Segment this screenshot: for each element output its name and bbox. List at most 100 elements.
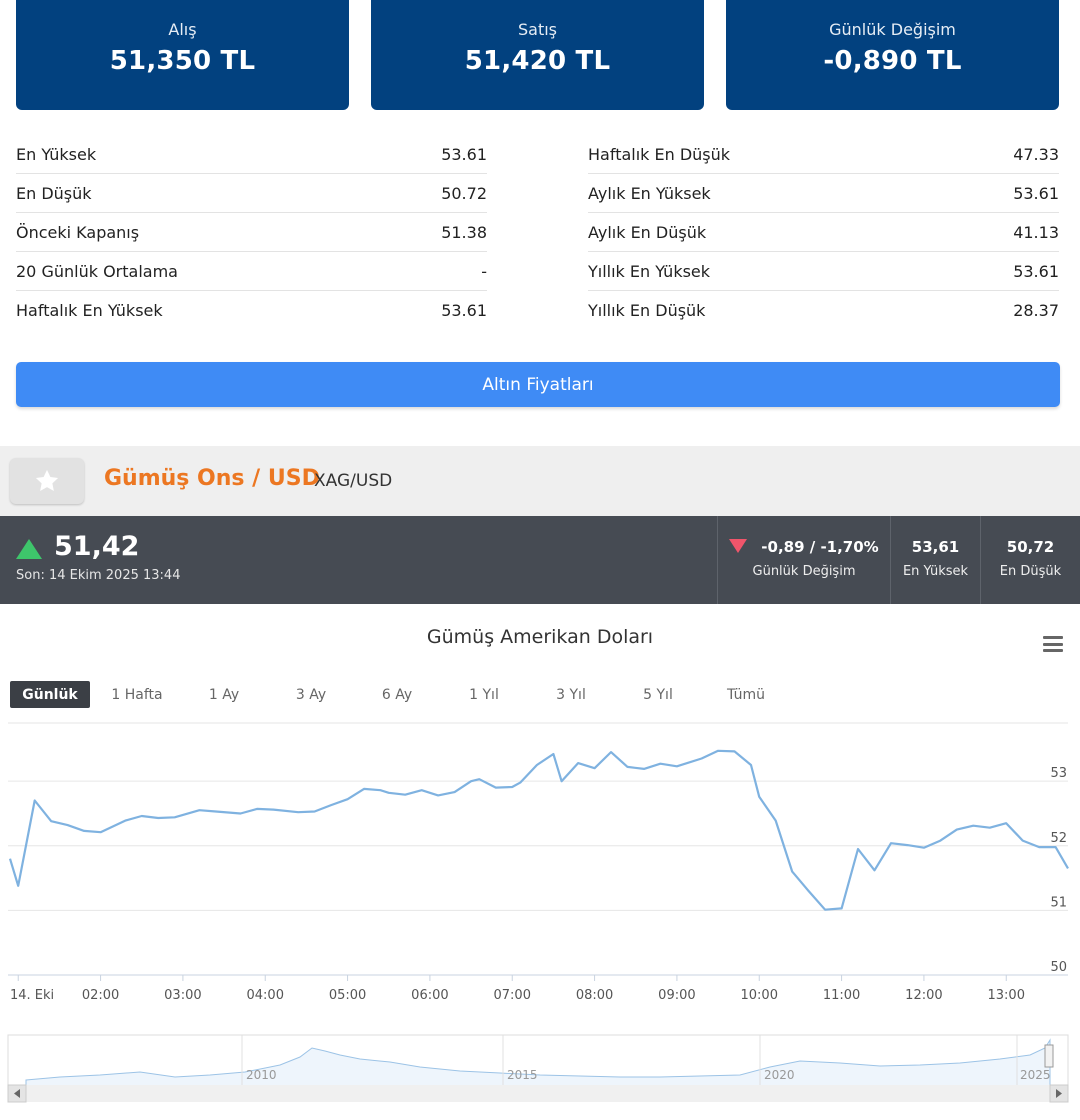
stat-label: Yıllık En Yüksek bbox=[588, 261, 711, 281]
high-label: En Yüksek bbox=[902, 564, 969, 579]
high-cell: 53,61 En Yüksek bbox=[890, 516, 980, 604]
navigator-handle[interactable] bbox=[1044, 1044, 1054, 1068]
stat-label: Haftalık En Yüksek bbox=[16, 301, 163, 320]
chart-title: Gümüş Amerikan Doları bbox=[426, 626, 654, 648]
low-label: En Düşük bbox=[999, 564, 1062, 579]
last-update: Son: 14 Ekim 2025 13:44 bbox=[16, 568, 181, 583]
daily-change-value: -0,890 TL bbox=[823, 46, 962, 76]
y-axis: 50 51 52 53 bbox=[1050, 766, 1067, 975]
range-button-3m[interactable]: 3 Ay bbox=[295, 686, 327, 703]
daily-change-cell: -0,89 / -1,70% Günlük Değişim bbox=[717, 516, 890, 604]
up-arrow-icon bbox=[16, 539, 42, 559]
x-tick-label: 05:00 bbox=[329, 988, 366, 1003]
stat-label: En Düşük bbox=[16, 183, 92, 203]
range-button-1y[interactable]: 1 Yıl bbox=[469, 686, 499, 703]
stat-value: 53.61 bbox=[1013, 261, 1059, 281]
stat-row: 20 Günlük Ortalama - bbox=[16, 252, 487, 291]
stat-label: Aylık En Yüksek bbox=[588, 183, 711, 203]
gold-prices-button[interactable]: Altın Fiyatları bbox=[16, 362, 1060, 407]
price-cards: Alış 51,350 TL Satış 51,420 TL Günlük De… bbox=[16, 0, 1060, 110]
buy-label: Alış bbox=[168, 20, 197, 39]
stat-value: 53.61 bbox=[441, 301, 487, 320]
range-button-1w[interactable]: 1 Hafta bbox=[111, 686, 163, 703]
stats-left-column: En Yüksek 53.61 En Düşük 50.72 Önceki Kapa… bbox=[16, 135, 487, 330]
x-tick-label: 06:00 bbox=[411, 988, 448, 1003]
stat-row: Yıllık En Yüksek 53.61 bbox=[588, 252, 1059, 291]
x-tick-label: 07:00 bbox=[494, 988, 531, 1003]
chevron-right-icon bbox=[1056, 1089, 1062, 1098]
star-icon bbox=[35, 469, 59, 492]
stat-value: 50.72 bbox=[441, 183, 487, 203]
x-tick-label: 03:00 bbox=[164, 988, 201, 1003]
y-tick-label: 51 bbox=[1050, 895, 1067, 910]
range-button-6m[interactable]: 6 Ay bbox=[381, 686, 413, 703]
stat-row: Haftalık En Yüksek 53.61 bbox=[16, 291, 487, 330]
stat-value: 53.61 bbox=[1013, 183, 1059, 203]
navigator-label: 2010 bbox=[246, 1068, 277, 1082]
x-tick-label: 10:00 bbox=[741, 988, 778, 1003]
stat-value: - bbox=[481, 261, 487, 281]
range-button-daily[interactable]: Günlük bbox=[10, 681, 90, 708]
sell-value: 51,420 TL bbox=[464, 46, 611, 76]
stat-row: En Yüksek 53.61 bbox=[16, 135, 487, 174]
chevron-left-icon bbox=[14, 1089, 20, 1098]
stat-row: Aylık En Yüksek 53.61 bbox=[588, 174, 1059, 213]
stat-label: 20 Günlük Ortalama bbox=[16, 261, 178, 281]
stat-row: Aylık En Düşük 41.13 bbox=[588, 213, 1059, 252]
x-tick-label: 02:00 bbox=[82, 988, 119, 1003]
instrument-header: Gümüş Ons / USD XAG/USD bbox=[0, 446, 1080, 516]
navigator-label: 2020 bbox=[764, 1068, 795, 1082]
x-tick-label: 14. Eki bbox=[10, 988, 54, 1003]
stat-row: Yıllık En Düşük 28.37 bbox=[588, 291, 1059, 330]
stat-value: 51.38 bbox=[441, 222, 487, 242]
current-price: 51,42 bbox=[54, 531, 140, 562]
sell-card: Satış 51,420 TL bbox=[371, 0, 704, 110]
y-tick-label: 50 bbox=[1050, 960, 1067, 975]
instrument-title: Gümüş Ons / USD bbox=[104, 466, 320, 491]
x-axis: 14. Eki 02:00 03:00 04:00 05:00 06:00 07:00 08:… bbox=[10, 975, 1025, 1003]
stat-label: Aylık En Düşük bbox=[588, 222, 707, 242]
instrument-symbol: XAG/USD bbox=[314, 471, 393, 491]
daily-change-label: Günlük Değişim bbox=[829, 20, 956, 39]
daily-change: -0,89 / -1,70% bbox=[718, 538, 890, 556]
x-tick-label: 12:00 bbox=[905, 988, 942, 1003]
x-tick-label: 04:00 bbox=[247, 988, 284, 1003]
stat-value: 47.33 bbox=[1013, 144, 1059, 164]
y-tick-label: 53 bbox=[1050, 766, 1067, 781]
stat-value: 28.37 bbox=[1013, 301, 1059, 320]
range-button-3y[interactable]: 3 Yıl bbox=[556, 686, 586, 703]
x-tick-label: 11:00 bbox=[823, 988, 860, 1003]
navigator-scrollbar[interactable] bbox=[8, 1085, 1068, 1102]
low-cell: 50,72 En Düşük bbox=[980, 516, 1080, 604]
daily-change-value: -0,89 / -1,70% bbox=[761, 538, 879, 556]
navigator-label: 2015 bbox=[507, 1068, 538, 1082]
price-chart: 50 51 52 53 14. Eki 02:00 03:00 04:00 05:00 06:0… bbox=[7, 722, 1069, 1103]
range-button-all[interactable]: Tümü bbox=[726, 686, 765, 703]
price-series-line bbox=[8, 749, 1069, 911]
buy-value: 51,350 TL bbox=[109, 46, 256, 76]
range-button-5y[interactable]: 5 Yıl bbox=[643, 686, 673, 703]
stat-row: En Düşük 50.72 bbox=[16, 174, 487, 213]
stat-label: En Yüksek bbox=[16, 144, 97, 164]
navigator-series bbox=[25, 1038, 1051, 1091]
stat-row: Haftalık En Düşük 47.33 bbox=[588, 135, 1059, 174]
daily-change-label: Günlük Değişim bbox=[752, 564, 856, 579]
stat-label: Yıllık En Düşük bbox=[588, 301, 706, 320]
buy-card: Alış 51,350 TL bbox=[16, 0, 349, 110]
stat-row: Önceki Kapanış 51.38 bbox=[16, 213, 487, 252]
chart-grid bbox=[8, 722, 1068, 976]
sell-label: Satış bbox=[517, 20, 557, 39]
range-button-1m[interactable]: 1 Ay bbox=[208, 686, 240, 703]
navigator-label: 2025 bbox=[1020, 1068, 1051, 1082]
x-tick-label: 13:00 bbox=[988, 988, 1025, 1003]
stat-value: 41.13 bbox=[1013, 222, 1059, 242]
quote-bar: 51,42 Son: 14 Ekim 2025 13:44 -0,89 / -1… bbox=[0, 516, 1080, 604]
chart-navigator[interactable]: 2010 2015 2020 2025 bbox=[7, 1034, 1069, 1103]
y-tick-label: 52 bbox=[1050, 831, 1067, 846]
chart-menu-icon[interactable] bbox=[1043, 636, 1063, 652]
x-tick-label: 08:00 bbox=[576, 988, 613, 1003]
favorite-button[interactable] bbox=[10, 458, 84, 504]
high-value: 53,61 bbox=[911, 538, 960, 556]
x-tick-label: 09:00 bbox=[658, 988, 695, 1003]
stat-label: Önceki Kapanış bbox=[16, 222, 140, 242]
